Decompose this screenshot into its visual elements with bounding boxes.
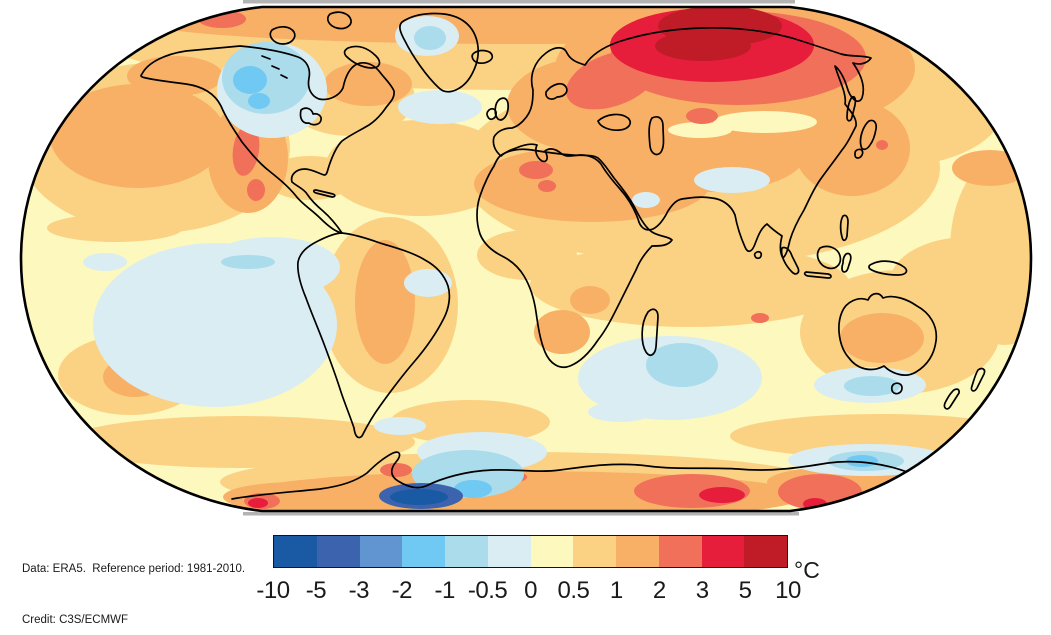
coast-cuba: [312, 189, 336, 198]
anomaly-field: [21, 7, 1031, 511]
colorbar-tick-label: -1: [434, 577, 455, 604]
colorbar-segment: [316, 536, 360, 567]
coast-new-guinea: [868, 260, 908, 276]
coast-australia: [838, 292, 938, 376]
coast-great-lakes: [299, 107, 322, 126]
colorbar-tick-label: -2: [391, 577, 413, 604]
colorbar-segment: [530, 536, 574, 567]
colorbar-legend: [273, 535, 788, 568]
coast-madagascar: [641, 308, 659, 356]
coast-south-america: [297, 232, 451, 439]
coast-baltic: [545, 82, 568, 100]
colorbar-tick-label: -5: [305, 577, 327, 604]
coast-tasmania: [890, 382, 903, 395]
colorbar-segment: [445, 536, 488, 567]
coast-new-zealand: [970, 367, 986, 392]
coast-greenland: [399, 12, 479, 93]
colorbar-unit-label: °C: [794, 557, 820, 583]
colorbar-tick-label: -0.5: [467, 577, 508, 604]
credit-note: Credit: C3S/ECMWF: [22, 614, 129, 626]
colorbar-tick-label: 5: [738, 577, 752, 604]
colorbar-segment: [359, 536, 403, 567]
coast-iceland: [471, 49, 494, 64]
siberia-texture-streaks: [668, 111, 817, 138]
coast-caspian-sea: [648, 116, 665, 156]
credits-block: Data: ERA5. Reference period: 1981-2010.…: [22, 527, 245, 635]
colorbar-segment: [402, 536, 445, 567]
warm-anomaly-siberia-core: [248, 7, 827, 510]
coast-sakhalin: [846, 95, 857, 122]
colorbar-segments: [274, 536, 787, 567]
data-source-note: Data: ERA5. Reference period: 1981-2010.: [22, 563, 246, 575]
coast-antarctica: [231, 451, 945, 500]
colorbar-segment: [487, 536, 531, 567]
coast-japan: [859, 119, 878, 151]
coast-sumatra: [780, 246, 800, 275]
colorbar-segment: [616, 536, 659, 567]
coast-north-america: [140, 45, 395, 234]
colorbar-tick-label: 1: [609, 577, 623, 604]
map-border: [19, 5, 1033, 513]
coast-java: [803, 271, 832, 279]
coast-eurasia: [492, 26, 872, 259]
map-edge-shadow: [243, 0, 799, 516]
colorbar-segment: [658, 536, 702, 567]
coast-africa: [476, 148, 673, 369]
colorbar-segment: [701, 536, 745, 567]
cold-anomaly-antarctic-peninsula: [379, 483, 463, 509]
colorbar-tick-label: -10: [256, 577, 290, 604]
colorbar-tick-label: 10: [775, 577, 801, 604]
colorbar-tick-label: 3: [695, 577, 709, 604]
colorbar-tick-label: 0.5: [557, 577, 590, 604]
colorbar-tick-label: 2: [652, 577, 666, 604]
colorbar-ticks: -10 -5 -3 -2 -1 -0.5 0 0.5 1 2 3 5 10: [256, 577, 801, 607]
colorbar-segment: [274, 536, 317, 567]
coast-philippines: [839, 214, 849, 242]
coast-black-sea: [597, 113, 631, 131]
coast-borneo: [816, 245, 842, 270]
colorbar-tick-label: -3: [348, 577, 370, 604]
coastlines: [140, 11, 986, 500]
coast-arctic-islands: [269, 26, 296, 45]
coast-sri-lanka: [753, 250, 763, 260]
coast-sulawesi: [841, 252, 852, 273]
colorbar-segment: [744, 536, 787, 567]
coast-british-isles: [494, 97, 510, 121]
colorbar-segment: [573, 536, 616, 567]
colorbar-tick-label: 0: [524, 577, 537, 604]
